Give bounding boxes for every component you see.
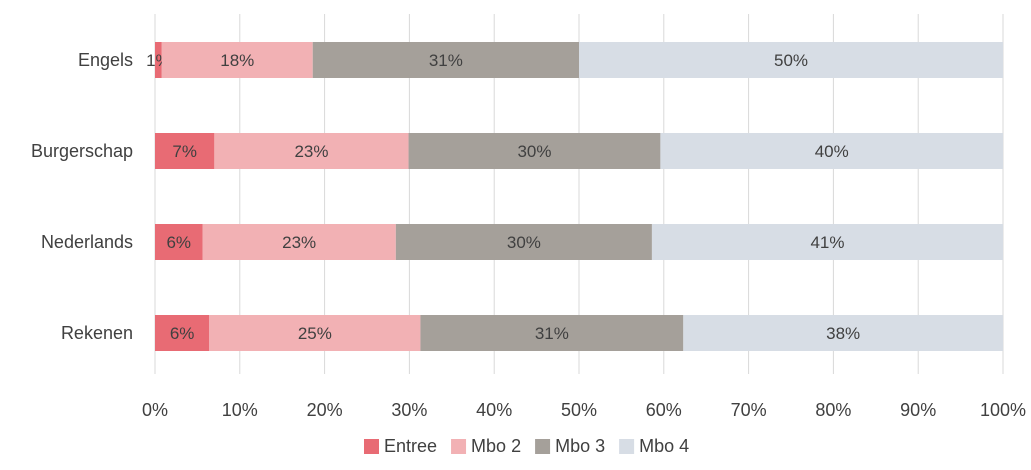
bar-segment-mbo-2 bbox=[214, 133, 409, 169]
legend-swatch bbox=[364, 439, 379, 454]
bar-segment-entree bbox=[155, 315, 210, 351]
bar-segment-mbo-4 bbox=[660, 133, 1003, 169]
x-axis-ticks: 0% 10% 20% 30% 40% 50% 60% 70% 80% 90% 100% bbox=[142, 400, 1026, 420]
bar-segment-mbo-2 bbox=[202, 224, 396, 260]
bar-segment-mbo-3 bbox=[408, 133, 661, 169]
bar-segment-mbo-3 bbox=[395, 224, 652, 260]
x-tick-label: 10% bbox=[222, 400, 258, 420]
legend-label: Entree bbox=[384, 436, 437, 456]
bar-segment-mbo-3 bbox=[420, 315, 684, 351]
legend-label: Mbo 3 bbox=[555, 436, 605, 456]
legend-item: Mbo 4 bbox=[619, 436, 689, 456]
bar-segment-entree bbox=[155, 224, 203, 260]
legend-item: Entree bbox=[364, 436, 437, 456]
x-tick-label: 0% bbox=[142, 400, 168, 420]
data-label: 41% bbox=[810, 233, 844, 252]
bar-segment-mbo-4 bbox=[651, 224, 1003, 260]
x-tick-label: 70% bbox=[731, 400, 767, 420]
bar-row-nederlands: 6% 23% 30% 41% bbox=[155, 224, 1003, 260]
x-tick-label: 80% bbox=[815, 400, 851, 420]
legend-swatch bbox=[619, 439, 635, 454]
x-tick-label: 90% bbox=[900, 400, 936, 420]
category-label: Nederlands bbox=[41, 232, 133, 252]
legend-swatch bbox=[451, 439, 467, 454]
x-tick-label: 60% bbox=[646, 400, 682, 420]
data-label: 30% bbox=[517, 142, 551, 161]
data-label: 40% bbox=[815, 142, 849, 161]
x-tick-label: 50% bbox=[561, 400, 597, 420]
bar-segment-entree bbox=[155, 42, 162, 78]
data-label: 25% bbox=[298, 324, 332, 343]
category-label: Engels bbox=[78, 50, 133, 70]
data-label: 31% bbox=[535, 324, 569, 343]
bar-segment-mbo-4 bbox=[683, 315, 1003, 351]
data-label: 30% bbox=[507, 233, 541, 252]
data-label: 23% bbox=[294, 142, 328, 161]
x-tick-label: 40% bbox=[476, 400, 512, 420]
x-tick-label: 30% bbox=[391, 400, 427, 420]
data-label: 6% bbox=[170, 324, 195, 343]
x-tick-label: 100% bbox=[980, 400, 1026, 420]
bar-segment-mbo-3 bbox=[312, 42, 579, 78]
category-label: Burgerschap bbox=[31, 141, 133, 161]
bar-row-rekenen: 6% 25% 31% 38% bbox=[155, 315, 1003, 351]
data-label: 23% bbox=[282, 233, 316, 252]
legend: Entree Mbo 2 Mbo 3 Mbo 4 bbox=[364, 436, 689, 456]
data-label: 31% bbox=[429, 51, 463, 70]
legend-label: Mbo 2 bbox=[471, 436, 521, 456]
bar-segment-entree bbox=[155, 133, 215, 169]
legend-swatch bbox=[535, 439, 551, 454]
category-label: Rekenen bbox=[61, 323, 133, 343]
data-label: 18% bbox=[220, 51, 254, 70]
bars: 1% 18% 31% 50%7% 23% 30% 40%6% 23% 30% 41%6% 25% 31… bbox=[146, 42, 1003, 351]
bar-row-burgerschap: 7% 23% 30% 40% bbox=[155, 133, 1003, 169]
bar-segment-mbo-2 bbox=[209, 315, 421, 351]
x-tick-label: 20% bbox=[307, 400, 343, 420]
bar-segment-mbo-4 bbox=[579, 42, 1003, 78]
bar-segment-mbo-2 bbox=[161, 42, 313, 78]
legend-item: Mbo 3 bbox=[535, 436, 605, 456]
legend-item: Mbo 2 bbox=[451, 436, 521, 456]
legend-label: Mbo 4 bbox=[639, 436, 689, 456]
data-label: 38% bbox=[826, 324, 860, 343]
data-label: 50% bbox=[774, 51, 808, 70]
bar-row-engels: 1% 18% 31% 50% bbox=[146, 42, 1003, 78]
data-label: 7% bbox=[172, 142, 197, 161]
category-labels: Engels Burgerschap Nederlands Rekenen bbox=[31, 50, 133, 343]
data-label: 6% bbox=[166, 233, 191, 252]
